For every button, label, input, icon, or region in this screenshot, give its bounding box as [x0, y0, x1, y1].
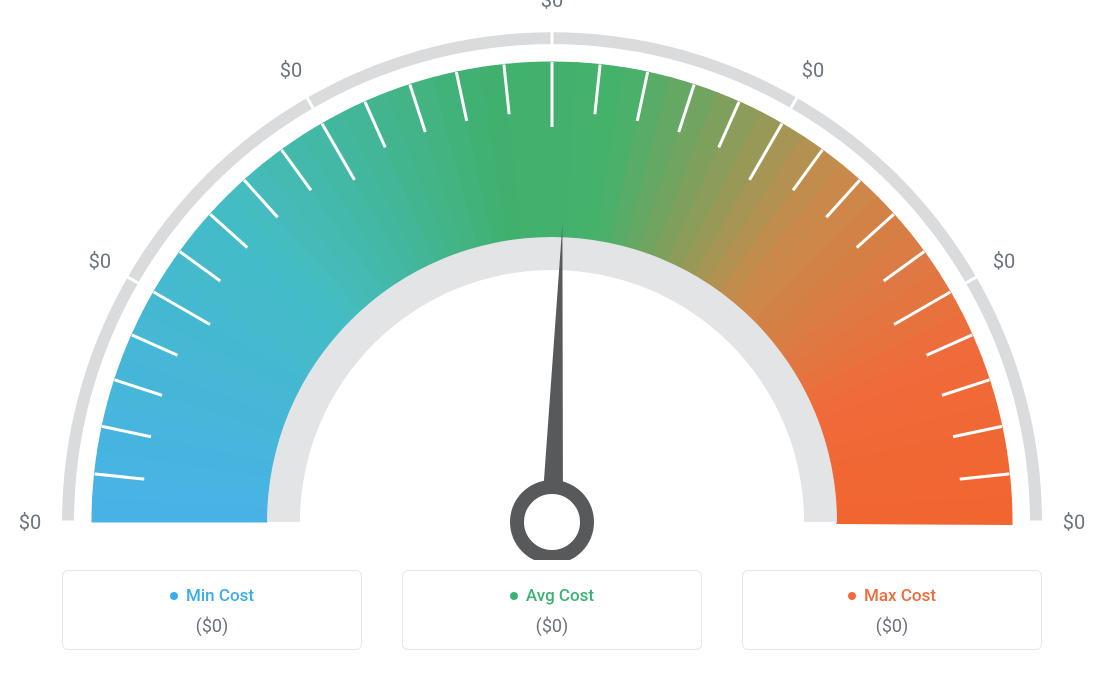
legend-title-min: Min Cost — [170, 586, 254, 606]
gauge-tick-label: $0 — [541, 0, 563, 12]
gauge-tick-label: $0 — [89, 249, 111, 273]
legend-title-max: Max Cost — [848, 586, 936, 606]
legend-card-avg: Avg Cost ($0) — [402, 570, 702, 650]
legend-value: ($0) — [403, 616, 701, 637]
legend-label: Avg Cost — [526, 586, 594, 606]
legend-title-avg: Avg Cost — [510, 586, 594, 606]
dot-icon — [510, 592, 518, 600]
dot-icon — [848, 592, 856, 600]
gauge-tick-label: $0 — [993, 249, 1015, 273]
gauge-tick-label: $0 — [280, 58, 302, 82]
legend-value: ($0) — [63, 616, 361, 637]
gauge-chart: $0 $0 $0 $0 $0 $0 $0 — [0, 0, 1104, 560]
legend-card-max: Max Cost ($0) — [742, 570, 1042, 650]
legend-label: Min Cost — [186, 586, 254, 606]
gauge-tick-label: $0 — [19, 510, 41, 534]
gauge-tick-label: $0 — [1063, 510, 1085, 534]
gauge-svg — [0, 0, 1104, 560]
legend-value: ($0) — [743, 616, 1041, 637]
legend-row: Min Cost ($0) Avg Cost ($0) Max Cost ($0… — [0, 570, 1104, 650]
gauge-tick-label: $0 — [802, 58, 824, 82]
legend-card-min: Min Cost ($0) — [62, 570, 362, 650]
legend-label: Max Cost — [864, 586, 936, 606]
dot-icon — [170, 592, 178, 600]
